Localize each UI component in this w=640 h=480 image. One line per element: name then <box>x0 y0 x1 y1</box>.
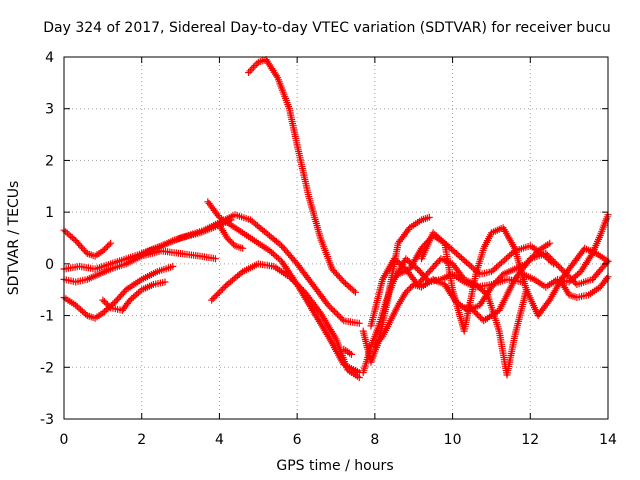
y-tick-label: -3 <box>40 412 54 428</box>
series-s18 <box>557 273 612 301</box>
series-s13 <box>367 255 530 379</box>
plot-frame <box>63 56 609 420</box>
series-s5 <box>99 278 169 314</box>
series-s17 <box>519 211 612 291</box>
x-axis-ticks: 0 2 4 6 8 10 12 14 <box>60 57 617 448</box>
grid <box>64 57 608 419</box>
y-axis-ticks: -3 -2 -1 0 1 2 3 4 <box>40 50 608 428</box>
series-s8 <box>215 221 247 252</box>
y-tick-label: 2 <box>45 153 54 169</box>
x-tick-label: 2 <box>137 432 146 448</box>
series-s4 <box>60 262 177 322</box>
x-tick-label: 14 <box>599 432 617 448</box>
series-s19 <box>394 231 558 278</box>
series-s1 <box>60 226 115 260</box>
series-markers <box>99 278 169 314</box>
y-tick-label: 3 <box>45 102 54 118</box>
series-markers <box>138 211 363 327</box>
series-markers <box>557 273 612 301</box>
y-tick-label: 1 <box>45 205 54 221</box>
series-markers <box>394 231 558 278</box>
data-series <box>60 56 612 382</box>
x-tick-label: 4 <box>215 432 224 448</box>
series-markers <box>245 56 359 296</box>
series-s10 <box>245 56 359 296</box>
x-tick-label: 12 <box>521 432 539 448</box>
x-tick-label: 0 <box>60 432 69 448</box>
y-tick-label: 4 <box>45 50 54 66</box>
series-markers <box>60 226 115 260</box>
x-tick-label: 10 <box>444 432 462 448</box>
series-s20 <box>340 345 355 358</box>
series-markers <box>367 255 530 379</box>
series-markers <box>208 260 363 382</box>
series-markers <box>340 345 355 358</box>
x-tick-label: 8 <box>370 432 379 448</box>
y-axis-label: SDTVAR / TECUs <box>6 181 22 296</box>
series-s9 <box>208 260 363 382</box>
y-tick-label: 0 <box>45 257 54 273</box>
y-tick-label: -2 <box>40 360 54 376</box>
x-axis-label: GPS time / hours <box>276 458 393 474</box>
series-s6 <box>138 211 363 327</box>
x-tick-label: 6 <box>293 432 302 448</box>
series-markers <box>60 262 177 322</box>
chart-title: Day 324 of 2017, Sidereal Day-to-day VTE… <box>43 20 611 36</box>
y-tick-label: -1 <box>40 309 54 325</box>
series-markers <box>519 211 612 291</box>
series-markers <box>215 221 247 252</box>
